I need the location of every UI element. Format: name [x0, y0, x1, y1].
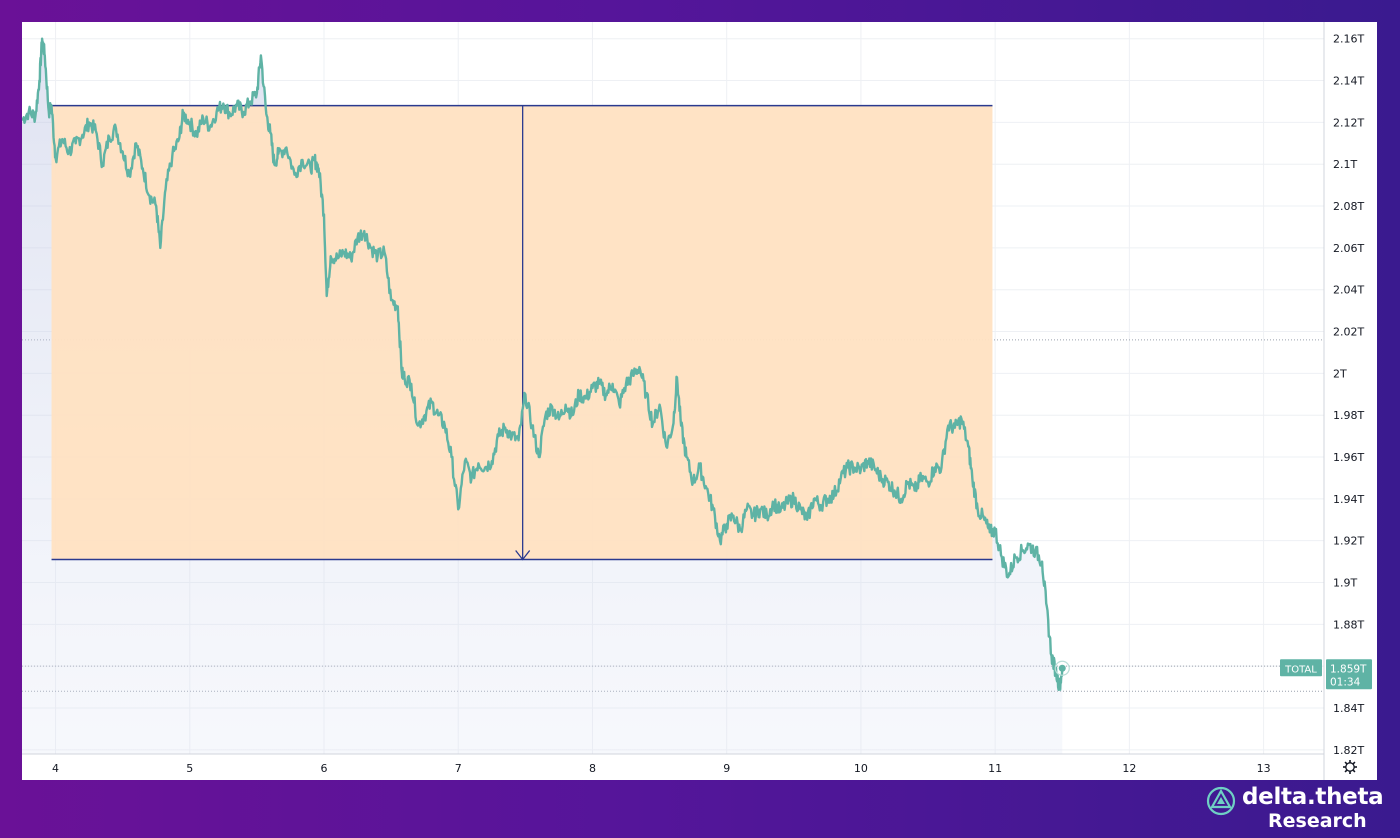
countdown-label: 01:34: [1330, 676, 1361, 688]
y-tick-label: 1.98T: [1333, 409, 1364, 422]
series-line: [22, 37, 1070, 691]
gear-icon[interactable]: [1343, 760, 1357, 774]
x-tick-label: 4: [52, 762, 59, 775]
y-tick-label: 1.94T: [1333, 493, 1364, 506]
x-tick-label: 6: [321, 762, 328, 775]
y-tick-label: 1.96T: [1333, 451, 1364, 464]
price-range-measure[interactable]: [51, 104, 993, 561]
x-axis[interactable]: 4 5 6 7 8 9 10 11 12 13: [22, 753, 1357, 775]
gear-tooth: [1352, 769, 1356, 773]
x-tick-label: 9: [723, 762, 730, 775]
y-tick-label: 2.1T: [1333, 158, 1357, 171]
y-tick-label: 2.08T: [1333, 200, 1364, 213]
y-tick-label: 2.14T: [1333, 75, 1364, 88]
series-name-label: TOTAL: [1284, 664, 1317, 675]
last-point-ring: [1054, 660, 1070, 676]
y-tick-label: 2.04T: [1333, 284, 1364, 297]
brand-watermark: delta.theta Research: [1206, 782, 1386, 834]
series-name-badge: [1280, 659, 1322, 677]
y-tick-label: 2.16T: [1333, 33, 1364, 46]
range-arrow-head-icon: [515, 550, 531, 561]
gear-tooth: [1344, 769, 1348, 773]
brand-name: delta.theta: [1242, 784, 1384, 810]
x-tick-label: 13: [1257, 762, 1271, 775]
x-tick-label: 8: [589, 762, 596, 775]
chart-panel: 2.16T 2.14T 2.12T 2.1T 2.08T 2.06T 2.04T 2.02T 2…: [22, 22, 1377, 780]
price-line: [22, 37, 1064, 691]
y-tick-label: 1.82T: [1333, 744, 1364, 757]
y-tick-label: 2.12T: [1333, 116, 1364, 129]
x-tick-label: 10: [854, 762, 868, 775]
y-tick-label: 2.06T: [1333, 242, 1364, 255]
last-price-value: 1.859T: [1330, 663, 1367, 675]
gear-tooth: [1344, 761, 1348, 765]
y-tick-label: 2T: [1333, 367, 1347, 380]
brand-logo-icon: [1206, 786, 1236, 816]
x-tick-label: 11: [988, 762, 1002, 775]
chart-svg: 2.16T 2.14T 2.12T 2.1T 2.08T 2.06T 2.04T 2.02T 2…: [22, 22, 1372, 780]
gear-tooth: [1352, 761, 1356, 765]
y-tick-label: 1.9T: [1333, 577, 1357, 590]
x-tick-label: 12: [1122, 762, 1136, 775]
x-tick-label: 7: [455, 762, 462, 775]
y-tick-label: 1.88T: [1333, 618, 1364, 631]
y-axis[interactable]: 2.16T 2.14T 2.12T 2.1T 2.08T 2.06T 2.04T 2.02T 2…: [1323, 22, 1364, 780]
brand-subtitle: Research: [1268, 810, 1367, 832]
y-tick-label: 2.02T: [1333, 326, 1364, 339]
y-tick-label: 1.92T: [1333, 535, 1364, 548]
last-price-badge: [1326, 659, 1372, 690]
x-tick-label: 5: [186, 762, 193, 775]
last-point-dot: [1058, 664, 1066, 672]
gear-ring: [1345, 762, 1355, 772]
y-tick-label: 1.84T: [1333, 702, 1364, 715]
range-highlight-box[interactable]: [51, 105, 993, 560]
